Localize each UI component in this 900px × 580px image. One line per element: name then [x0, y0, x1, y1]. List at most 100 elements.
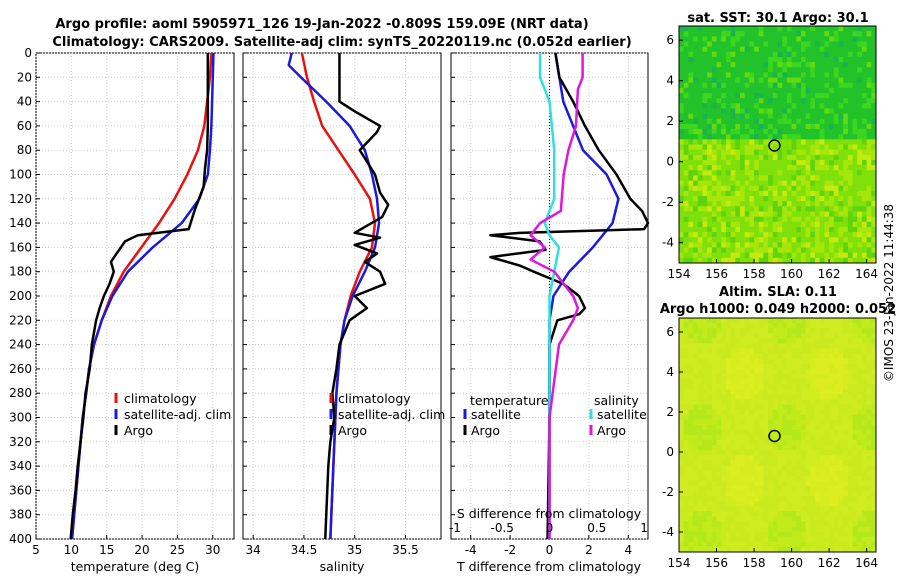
- map-cell: [815, 526, 821, 533]
- map-cell: [777, 206, 783, 212]
- map-cell: [796, 134, 802, 140]
- map-cell: [749, 318, 755, 324]
- map-cell: [716, 333, 722, 339]
- map-cell: [815, 460, 821, 467]
- map-cell: [735, 92, 741, 99]
- map-cell: [679, 419, 685, 426]
- map-cell: [758, 134, 764, 140]
- map-cell: [815, 414, 821, 421]
- map-cell: [725, 521, 732, 528]
- map-cell: [866, 201, 872, 207]
- map-cell: [824, 175, 830, 182]
- map-cell: [711, 108, 718, 115]
- map-cell: [791, 318, 797, 324]
- map-cell: [791, 409, 797, 416]
- map-cell: [861, 165, 868, 171]
- map-cell: [824, 485, 830, 492]
- map-cell: [716, 516, 722, 522]
- map-cell: [829, 134, 835, 140]
- map-cell: [716, 379, 722, 385]
- map-cell: [786, 424, 793, 431]
- map-cell: [819, 506, 825, 512]
- map-cell: [847, 103, 854, 109]
- map-cell: [847, 237, 854, 243]
- map-cell: [716, 460, 722, 467]
- map-cell: [763, 67, 769, 73]
- map-cell: [782, 103, 788, 109]
- map-cell: [739, 170, 746, 176]
- map-cell: [716, 506, 722, 512]
- map-cell: [739, 389, 746, 395]
- map-cell: [711, 257, 718, 264]
- map-cell: [683, 103, 689, 109]
- map-cell: [758, 465, 764, 472]
- map-cell: [693, 123, 699, 130]
- map-cell: [754, 541, 760, 548]
- map-cell: [679, 455, 685, 461]
- map-cell: [815, 62, 821, 68]
- map-cell: [796, 36, 802, 42]
- map-cell: [716, 149, 722, 156]
- map-cell: [786, 465, 793, 472]
- map-cell: [735, 338, 741, 344]
- map-cell: [777, 368, 783, 375]
- map-cell: [866, 72, 872, 79]
- map-cell: [688, 440, 694, 446]
- map-cell: [791, 237, 797, 243]
- map-cell: [843, 77, 849, 84]
- y-tick-label: 320: [9, 435, 32, 449]
- map-cell: [744, 414, 750, 421]
- map-cell: [744, 46, 750, 53]
- map-cell: [697, 328, 703, 334]
- map-cell: [763, 77, 769, 84]
- map-cell: [702, 424, 708, 431]
- temp-argo-line: [489, 52, 650, 540]
- map-cell: [754, 419, 760, 426]
- map-cell: [852, 546, 858, 553]
- map-cell: [730, 460, 736, 467]
- map-cell: [702, 41, 708, 48]
- map-cell: [871, 373, 877, 380]
- map-cell: [810, 87, 816, 94]
- map-cell: [843, 154, 849, 161]
- map-cell: [796, 384, 802, 390]
- map-cell: [852, 226, 858, 233]
- map-cell: [786, 496, 793, 502]
- map-cell: [782, 531, 788, 538]
- map-cell: [782, 72, 788, 79]
- map-cell: [711, 190, 718, 197]
- y-tick-label: 4: [666, 365, 674, 379]
- map-cell: [683, 226, 689, 233]
- map-cell: [829, 480, 835, 487]
- map-cell: [861, 82, 868, 89]
- map-cell: [702, 409, 708, 416]
- map-cell: [857, 92, 863, 99]
- map-cell: [707, 404, 713, 411]
- map-cell: [679, 475, 685, 482]
- map-cell: [716, 180, 722, 187]
- map-cell: [768, 87, 774, 94]
- map-cell: [768, 103, 774, 109]
- map-cell: [786, 56, 793, 63]
- map-cell: [810, 490, 816, 497]
- map-cell: [861, 257, 868, 264]
- map-cell: [735, 118, 741, 125]
- map-cell: [829, 460, 835, 467]
- map-cell: [800, 409, 807, 416]
- map-cell: [716, 221, 722, 228]
- map-cell: [782, 409, 788, 416]
- map-cell: [721, 404, 727, 411]
- map-cell: [758, 394, 764, 400]
- map-cell: [735, 546, 741, 553]
- map-cell: [843, 440, 849, 446]
- map-cell: [786, 501, 793, 507]
- map-cell: [805, 353, 811, 360]
- map-cell: [796, 175, 802, 182]
- map-cell: [810, 165, 816, 171]
- map-cell: [702, 211, 708, 218]
- map-cell: [871, 56, 877, 63]
- map-cell: [800, 470, 807, 477]
- map-cell: [815, 26, 821, 32]
- map-cell: [772, 242, 778, 249]
- map-cell: [763, 154, 769, 161]
